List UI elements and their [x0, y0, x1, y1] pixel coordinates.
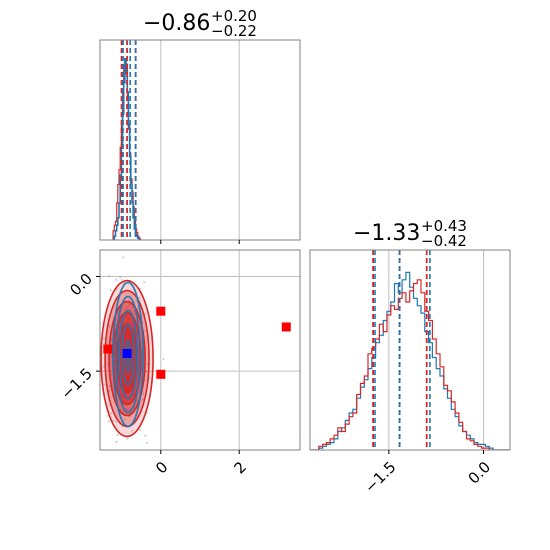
sample-point [103, 383, 106, 386]
marker-red [156, 369, 166, 379]
y-tick-label: −1.5 [58, 364, 96, 402]
sample-point [145, 370, 148, 373]
density-contour-blue [121, 323, 135, 386]
sample-point [107, 404, 110, 407]
quantile-lines [120, 40, 137, 240]
sample-point [124, 308, 127, 311]
sample-point [132, 310, 135, 313]
sample-point [130, 429, 134, 432]
sample-point [108, 389, 111, 392]
marker-red [156, 306, 166, 316]
axis-ticks: 0 2 0.0 −1.5 [58, 270, 250, 478]
y-tick-label: 0.0 [66, 270, 96, 300]
sample-point [102, 365, 105, 368]
sample-point [126, 408, 129, 411]
param1-title-minus: −0.22 [211, 22, 257, 40]
sample-point [115, 278, 118, 281]
sample-point [122, 256, 125, 259]
histograms [311, 271, 509, 450]
sample-point [162, 357, 165, 361]
joint-density [80, 256, 291, 469]
sample-point [108, 274, 111, 277]
sample-point [126, 437, 129, 440]
sample-point [143, 281, 146, 284]
param2-title-plus: +0.43 [421, 217, 467, 235]
sample-point [125, 306, 129, 309]
sample-point [109, 412, 113, 415]
sample-point [106, 414, 109, 417]
quantile-lines [372, 250, 431, 450]
x-tick-label: 0.0 [465, 458, 495, 488]
panel-joint: 0 2 0.0 −1.5 [58, 249, 301, 478]
hist-red [311, 279, 509, 450]
x-tick-label: 2 [230, 458, 249, 477]
panel-param1-hist: −0.86 +0.20 −0.22 [99, 7, 301, 244]
grid-lines [388, 250, 485, 450]
sample-point [108, 325, 111, 328]
marker-red [103, 344, 113, 354]
sample-point [80, 405, 82, 407]
sample-point [94, 339, 96, 341]
sample-point [123, 418, 127, 421]
density-contour-blue [115, 295, 141, 414]
param2-title-median: −1.33 [353, 221, 420, 246]
sample-point [120, 278, 123, 281]
density-contour-blue [112, 281, 144, 428]
sample-point [138, 388, 141, 391]
sample-point [141, 398, 144, 401]
sample-point [138, 296, 141, 300]
param1-title-plus: +0.20 [211, 7, 257, 25]
sample-point [142, 392, 145, 395]
sample-point [125, 408, 128, 411]
sample-point [119, 276, 122, 279]
param2-title-minus: −0.42 [421, 232, 467, 250]
sample-point [115, 440, 118, 443]
param1-title-median: −0.86 [143, 11, 210, 36]
grid-lines [160, 40, 240, 240]
axes-frame [309, 249, 511, 451]
x-ticks: −1.5 0.0 [361, 450, 494, 497]
marker-red [281, 322, 291, 332]
sample-point [116, 433, 119, 437]
sample-point [128, 303, 131, 306]
sample-point [107, 420, 110, 423]
x-ticks [160, 240, 240, 244]
sample-point [108, 385, 111, 388]
density-contour-blue [118, 309, 138, 400]
sample-point [144, 434, 147, 437]
sample-point [128, 408, 131, 411]
param1-title: −0.86 [143, 11, 210, 36]
x-tick-label: 0 [152, 458, 171, 477]
sample-point [102, 337, 105, 340]
sample-point [143, 467, 145, 469]
param2-title: −1.33 [353, 221, 420, 246]
sample-point [127, 298, 130, 302]
panel-param2-hist: −1.5 0.0 −1.33 +0.43 −0.42 [309, 217, 511, 497]
sample-point [110, 337, 113, 341]
axes-frame [99, 249, 301, 451]
sample-point [146, 441, 149, 444]
axes-frame [99, 39, 301, 241]
sample-point [111, 419, 115, 422]
sample-point [133, 312, 136, 316]
sample-point [109, 289, 112, 292]
x-tick-label: −1.5 [361, 458, 399, 496]
sample-point [139, 428, 142, 431]
marker-blue [122, 348, 132, 358]
sample-point [115, 420, 118, 423]
